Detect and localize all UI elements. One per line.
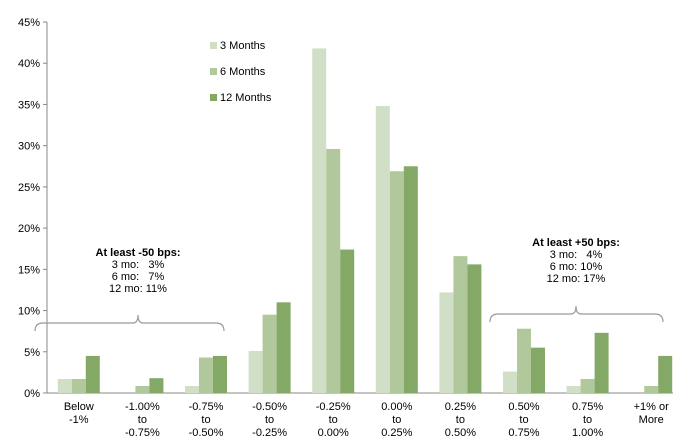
legend-label: 12 Months (220, 92, 272, 104)
bar-3-months (185, 385, 199, 393)
annotation-line: 3 mo: 4% (550, 249, 603, 261)
bar-12-months (213, 355, 227, 393)
bar-12-months (658, 355, 673, 393)
bar-6-months (644, 385, 659, 393)
x-tick-label: 0.75% (572, 401, 603, 413)
x-tick-label: to (138, 414, 147, 426)
bar-3-months (566, 385, 581, 393)
bar-12-months (85, 355, 100, 393)
x-tick-label: -1% (69, 414, 89, 426)
bar-6-months (580, 378, 595, 393)
bar-6-months (326, 148, 341, 393)
x-tick-label: +1% or (634, 401, 669, 413)
x-tick-label: 0.75% (508, 427, 539, 439)
bar-3-months (312, 48, 327, 393)
legend-swatch (210, 42, 217, 49)
bar-12-months (276, 302, 291, 393)
y-tick-label: 10% (18, 306, 40, 318)
bar-3-months (248, 350, 263, 393)
x-tick-label: 1.00% (572, 427, 603, 439)
bar-12-months (403, 166, 418, 393)
x-tick-label: 0.00% (318, 427, 349, 439)
bar-12-months (149, 378, 164, 393)
x-tick-label: to (583, 414, 592, 426)
bar-6-months (517, 328, 531, 393)
annotation-line: 6 mo: 7% (112, 271, 165, 283)
annotation-brace (34, 314, 225, 332)
x-tick-label: to (519, 414, 528, 426)
annotation-line: 3 mo: 3% (112, 259, 165, 271)
annotation-line: 12 mo: 11% (109, 283, 167, 295)
x-tick-label: -0.25% (252, 427, 287, 439)
bar-6-months (199, 357, 213, 393)
legend-swatch (210, 94, 217, 101)
x-tick-label: -0.50% (252, 401, 287, 413)
x-tick-label: 0.25% (381, 427, 412, 439)
x-tick-label: to (392, 414, 401, 426)
x-tick-label: to (265, 414, 274, 426)
x-tick-label: -0.50% (189, 427, 224, 439)
bar-3-months (375, 106, 390, 394)
bar-6-months (135, 385, 150, 393)
legend-label: 3 Months (220, 40, 266, 52)
bar-12-months (531, 347, 545, 393)
x-tick-label: More (639, 414, 664, 426)
bar-12-months (594, 332, 609, 393)
y-tick-label: 25% (18, 182, 40, 194)
bar-3-months (57, 378, 72, 393)
bar-6-months (71, 378, 86, 393)
x-tick-label: -0.25% (316, 401, 351, 413)
x-tick-label: 0.25% (445, 401, 476, 413)
y-tick-label: 35% (18, 99, 40, 111)
bar-6-months (453, 256, 468, 393)
annotation-title: At least -50 bps: (96, 247, 181, 259)
x-tick-label: -1.00% (125, 401, 160, 413)
x-tick-label: 0.00% (381, 401, 412, 413)
x-tick-label: to (329, 414, 338, 426)
y-tick-label: 15% (18, 264, 40, 276)
x-tick-label: to (201, 414, 210, 426)
y-tick-label: 0% (24, 388, 40, 400)
bar-6-months (389, 171, 404, 393)
annotation-title: At least +50 bps: (532, 237, 620, 249)
annotation-line: 6 mo: 10% (550, 261, 603, 273)
x-tick-label: 0.50% (445, 427, 476, 439)
bar-3-months (503, 371, 517, 393)
bar-3-months (439, 292, 454, 393)
legend-label: 6 Months (220, 66, 266, 78)
y-tick-label: 20% (18, 223, 40, 235)
annotation-brace (489, 305, 664, 323)
y-tick-label: 40% (18, 58, 40, 70)
bar-6-months (262, 314, 277, 393)
y-tick-label: 30% (18, 141, 40, 153)
bar-12-months (340, 249, 355, 393)
annotation-line: 12 mo: 17% (547, 273, 606, 285)
bar-12-months (467, 264, 482, 393)
x-tick-label: Below (64, 401, 94, 413)
y-tick-label: 5% (24, 347, 40, 359)
x-tick-label: to (456, 414, 465, 426)
y-tick-label: 45% (18, 17, 40, 29)
x-tick-label: -0.75% (125, 427, 160, 439)
legend-swatch (210, 68, 217, 75)
x-tick-label: -0.75% (189, 401, 224, 413)
x-tick-label: 0.50% (508, 401, 539, 413)
